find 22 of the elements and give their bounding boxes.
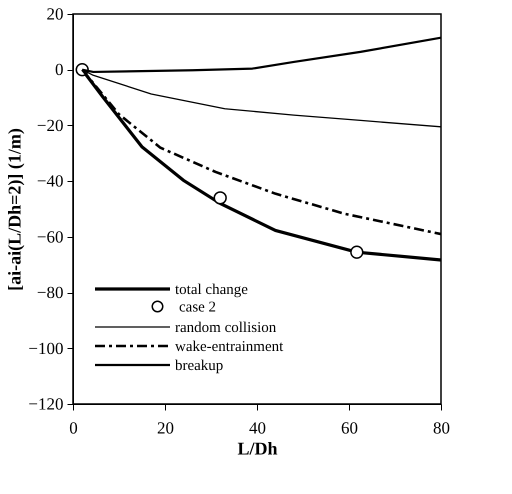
y-tick-label: −120 <box>28 394 64 414</box>
x-tick-label: 80 <box>433 418 450 438</box>
y-tick-label: −100 <box>28 338 64 358</box>
y-tick-label: 20 <box>46 4 64 24</box>
legend-label: total change <box>175 282 248 298</box>
legend-label: random collision <box>175 320 277 336</box>
point <box>350 246 364 259</box>
y-tick-label: −80 <box>36 283 64 302</box>
x-tick-label: 20 <box>157 418 174 438</box>
legend-label: breakup <box>175 358 224 374</box>
y-axis-title: [ai-ai(L/Dh=2)] (1/m) <box>4 128 24 291</box>
legend-label: case 2 <box>179 300 216 316</box>
x-tick-label: 60 <box>341 418 358 438</box>
y-tick-label: −40 <box>36 172 64 191</box>
legend-label: wake-entrainment <box>175 339 284 355</box>
y-tick-label: 0 <box>55 60 64 80</box>
x-tick-label: 0 <box>69 418 78 438</box>
y-tick-label: −60 <box>36 227 64 246</box>
x-tick-label: 40 <box>249 418 266 438</box>
point <box>214 191 227 205</box>
y-tick-label: −20 <box>36 116 64 135</box>
x-axis-title: L/Dh <box>237 438 278 458</box>
